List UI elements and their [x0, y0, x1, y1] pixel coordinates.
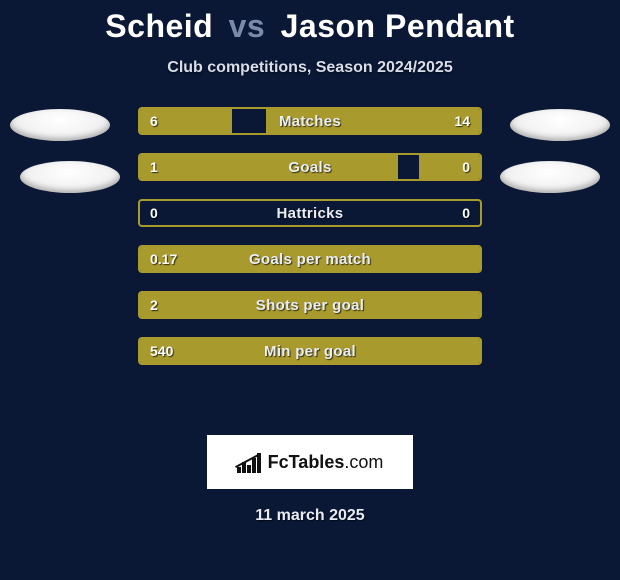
brand-tld: .com [344, 452, 383, 472]
stat-label: Shots per goal [140, 293, 480, 317]
player2-name: Jason Pendant [281, 8, 515, 44]
vs-separator: vs [229, 8, 266, 44]
page-title: Scheid vs Jason Pendant [0, 8, 620, 45]
brand-chart-icon [237, 451, 263, 473]
stat-row: 540Min per goal [138, 337, 482, 365]
player1-badge-1 [10, 109, 110, 141]
player2-badge-1 [510, 109, 610, 141]
stat-row: 0.17Goals per match [138, 245, 482, 273]
subtitle: Club competitions, Season 2024/2025 [0, 59, 620, 77]
stat-row: 10Goals [138, 153, 482, 181]
comparison-area: 614Matches 10Goals 00Hattricks 0.17Goals pe… [0, 107, 620, 427]
stat-bars: 614Matches 10Goals 00Hattricks 0.17Goals pe… [138, 107, 482, 383]
stat-label: Goals per match [140, 247, 480, 271]
brand-text: FcTables.com [268, 452, 384, 473]
date-label: 11 march 2025 [0, 507, 620, 525]
stat-label: Matches [140, 109, 480, 133]
comparison-card: Scheid vs Jason Pendant Club competition… [0, 0, 620, 525]
player1-badge-2 [20, 161, 120, 193]
stat-row: 2Shots per goal [138, 291, 482, 319]
brand-logo: FcTables.com [207, 435, 413, 489]
stat-row: 00Hattricks [138, 199, 482, 227]
stat-row: 614Matches [138, 107, 482, 135]
stat-label: Min per goal [140, 339, 480, 363]
stat-label: Hattricks [140, 201, 480, 225]
stat-label: Goals [140, 155, 480, 179]
player2-badge-2 [500, 161, 600, 193]
player1-name: Scheid [105, 8, 213, 44]
brand-name: FcTables [268, 452, 345, 472]
